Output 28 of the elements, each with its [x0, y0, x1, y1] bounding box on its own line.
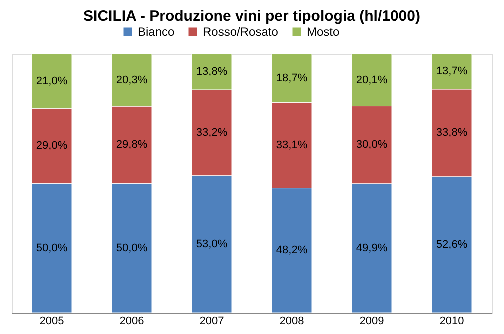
data-label: 21,0%: [36, 75, 68, 88]
x-tick-label: 2007: [200, 316, 224, 328]
data-label: 20,3%: [116, 74, 148, 86]
x-tick-label: 2010: [440, 316, 464, 328]
x-tick-label: 2005: [40, 316, 64, 328]
data-label: 30,0%: [356, 139, 388, 152]
data-label: 33,1%: [276, 139, 308, 152]
legend-label: Rosso/Rosato: [203, 25, 279, 39]
data-label: 29,0%: [36, 140, 68, 152]
x-tick-label: 2009: [360, 316, 384, 328]
data-label: 48,2%: [276, 244, 308, 257]
x-tick-label: 2006: [120, 316, 144, 328]
data-label: 18,7%: [276, 72, 308, 84]
data-label: 13,7%: [436, 66, 468, 78]
data-label: 33,2%: [196, 126, 228, 139]
data-label: 50,0%: [36, 242, 68, 254]
chart-title: SICILIA - Produzione vini per tipologia (hl/1000): [84, 8, 420, 25]
legend-label: Bianco: [138, 25, 176, 39]
data-label: 52,6%: [436, 238, 468, 251]
data-label: 49,9%: [356, 242, 388, 254]
data-label: 13,8%: [196, 66, 228, 78]
data-label: 53,0%: [196, 238, 228, 250]
x-tick-label: 2008: [280, 316, 304, 328]
data-label: 29,8%: [116, 139, 148, 152]
legend-label: Mosto: [307, 25, 340, 39]
data-label: 20,1%: [356, 74, 388, 86]
data-label: 50,0%: [116, 242, 148, 254]
data-label: 33,8%: [436, 127, 468, 140]
